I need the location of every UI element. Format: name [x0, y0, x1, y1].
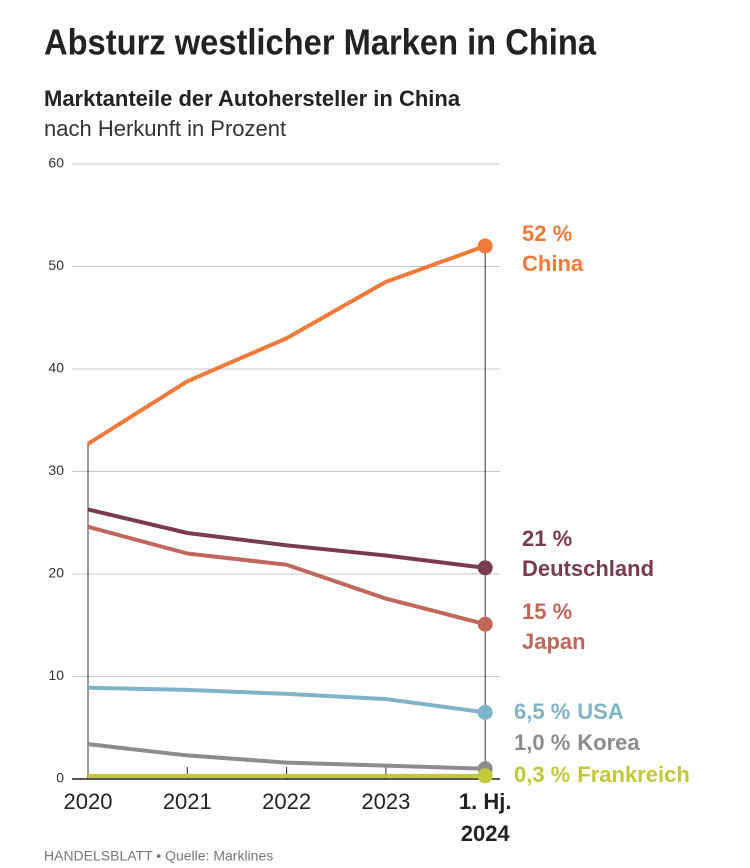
series-line — [87, 685, 486, 715]
y-tick-label: 0 — [56, 770, 64, 786]
value-label: 0,3 % Frankreich — [514, 762, 690, 787]
x-tick-label: 2022 — [262, 789, 311, 814]
chart-title: Absturz westlicher Marken in China — [44, 22, 597, 63]
end-marker — [477, 704, 493, 720]
end-marker — [477, 238, 493, 254]
end-marker — [477, 616, 493, 632]
value-label-number: 1,0 % — [514, 730, 570, 755]
value-label: 21 % — [522, 526, 572, 551]
unit-note: nach Herkunft in Prozent — [44, 116, 286, 141]
y-tick-label: 50 — [48, 257, 64, 273]
series-label: USA — [577, 699, 624, 724]
series-label: Korea — [577, 730, 640, 755]
y-tick-label: 30 — [48, 462, 64, 478]
value-label: 6,5 % USA — [514, 699, 624, 724]
y-tick-label: 20 — [48, 565, 64, 581]
series-label: Frankreich — [577, 762, 690, 787]
source: HANDELSBLATT • Quelle: Marklines — [44, 848, 273, 864]
x-tick-label: 2023 — [361, 789, 410, 814]
value-label-number: 0,3 % — [514, 762, 570, 787]
series-line — [87, 742, 486, 771]
end-marker — [477, 560, 493, 576]
x-tick-label: 2021 — [163, 789, 212, 814]
series-label: Deutschland — [522, 556, 654, 581]
y-tick-label: 60 — [48, 155, 64, 171]
x-tick-label: 2020 — [64, 789, 113, 814]
x-tick-line: 1. Hj. — [459, 789, 512, 814]
value-label-number: 6,5 % — [514, 699, 570, 724]
series-line — [87, 507, 486, 570]
value-label: 52 % — [522, 221, 572, 246]
series-line — [86, 244, 486, 446]
series-label: Japan — [522, 629, 586, 654]
end-marker — [477, 768, 493, 784]
series-label: China — [522, 251, 584, 276]
series-line — [87, 524, 486, 627]
value-label: 15 % — [522, 599, 572, 624]
x-tick-label: 1. Hj. 2024 — [459, 789, 512, 846]
y-tick-label: 40 — [48, 360, 64, 376]
y-tick-label: 10 — [48, 667, 64, 683]
value-label: 1,0 % Korea — [514, 730, 640, 755]
x-tick-line: 2024 — [461, 821, 511, 846]
chart-subtitle: Marktanteile der Autohersteller in China — [44, 86, 461, 111]
